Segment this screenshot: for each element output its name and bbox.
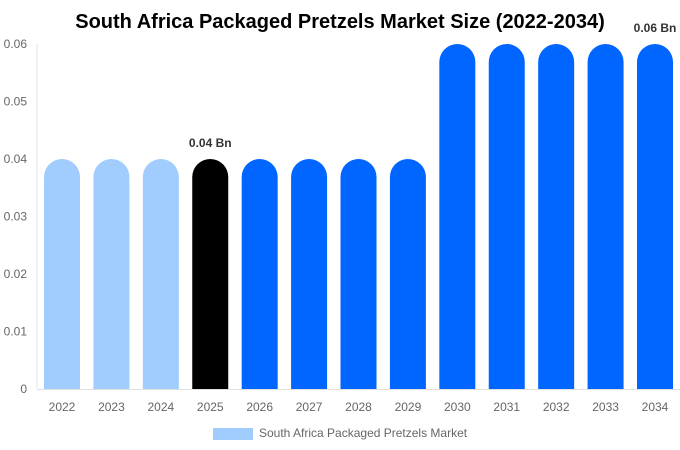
data-label: 0.04 Bn [189, 136, 232, 150]
legend-label: South Africa Packaged Pretzels Market [259, 426, 468, 440]
x-tick-label: 2023 [98, 400, 125, 414]
y-tick-label: 0.04 [4, 152, 28, 166]
bar-2028[interactable] [340, 159, 377, 389]
data-label: 0.06 Bn [634, 21, 677, 35]
y-axis: 0 0.01 0.02 0.03 0.04 0.05 0.06 [4, 37, 38, 396]
y-tick-label: 0 [20, 382, 27, 396]
data-labels: 0.04 Bn 0.06 Bn [189, 21, 676, 150]
y-tick-label: 0.01 [4, 325, 28, 339]
bar-2030[interactable] [439, 44, 476, 389]
bar-2033[interactable] [587, 44, 624, 389]
bar-2027[interactable] [291, 159, 328, 389]
legend[interactable]: South Africa Packaged Pretzels Market [213, 426, 468, 440]
x-tick-label: 2025 [197, 400, 224, 414]
x-tick-label: 2024 [147, 400, 174, 414]
x-tick-label: 2031 [493, 400, 520, 414]
bar-2032[interactable] [538, 44, 575, 389]
bar-2022[interactable] [44, 159, 80, 389]
x-tick-label: 2028 [345, 400, 372, 414]
bars [44, 44, 673, 389]
x-tick-label: 2026 [246, 400, 273, 414]
y-tick-label: 0.02 [4, 267, 28, 281]
bar-2031[interactable] [488, 44, 525, 389]
x-axis: 2022 2023 2024 2025 2026 2027 2028 2029 2030 2031… [37, 389, 680, 414]
bar-2034[interactable] [637, 44, 673, 389]
bar-2026[interactable] [241, 159, 278, 389]
x-tick-label: 2034 [642, 400, 669, 414]
x-tick-label: 2032 [543, 400, 570, 414]
bar-2025[interactable] [192, 159, 229, 389]
y-tick-label: 0.06 [4, 37, 28, 51]
bar-2024[interactable] [142, 159, 179, 389]
x-tick-label: 2030 [444, 400, 471, 414]
x-tick-label: 2029 [395, 400, 422, 414]
chart-title: South Africa Packaged Pretzels Market Si… [75, 11, 605, 33]
y-tick-label: 0.03 [4, 210, 28, 224]
y-tick-label: 0.05 [4, 95, 28, 109]
bar-2023[interactable] [93, 159, 130, 389]
x-tick-label: 2033 [592, 400, 619, 414]
legend-swatch [213, 428, 253, 440]
x-tick-label: 2027 [296, 400, 323, 414]
bar-2029[interactable] [389, 159, 426, 389]
x-tick-label: 2022 [49, 400, 76, 414]
